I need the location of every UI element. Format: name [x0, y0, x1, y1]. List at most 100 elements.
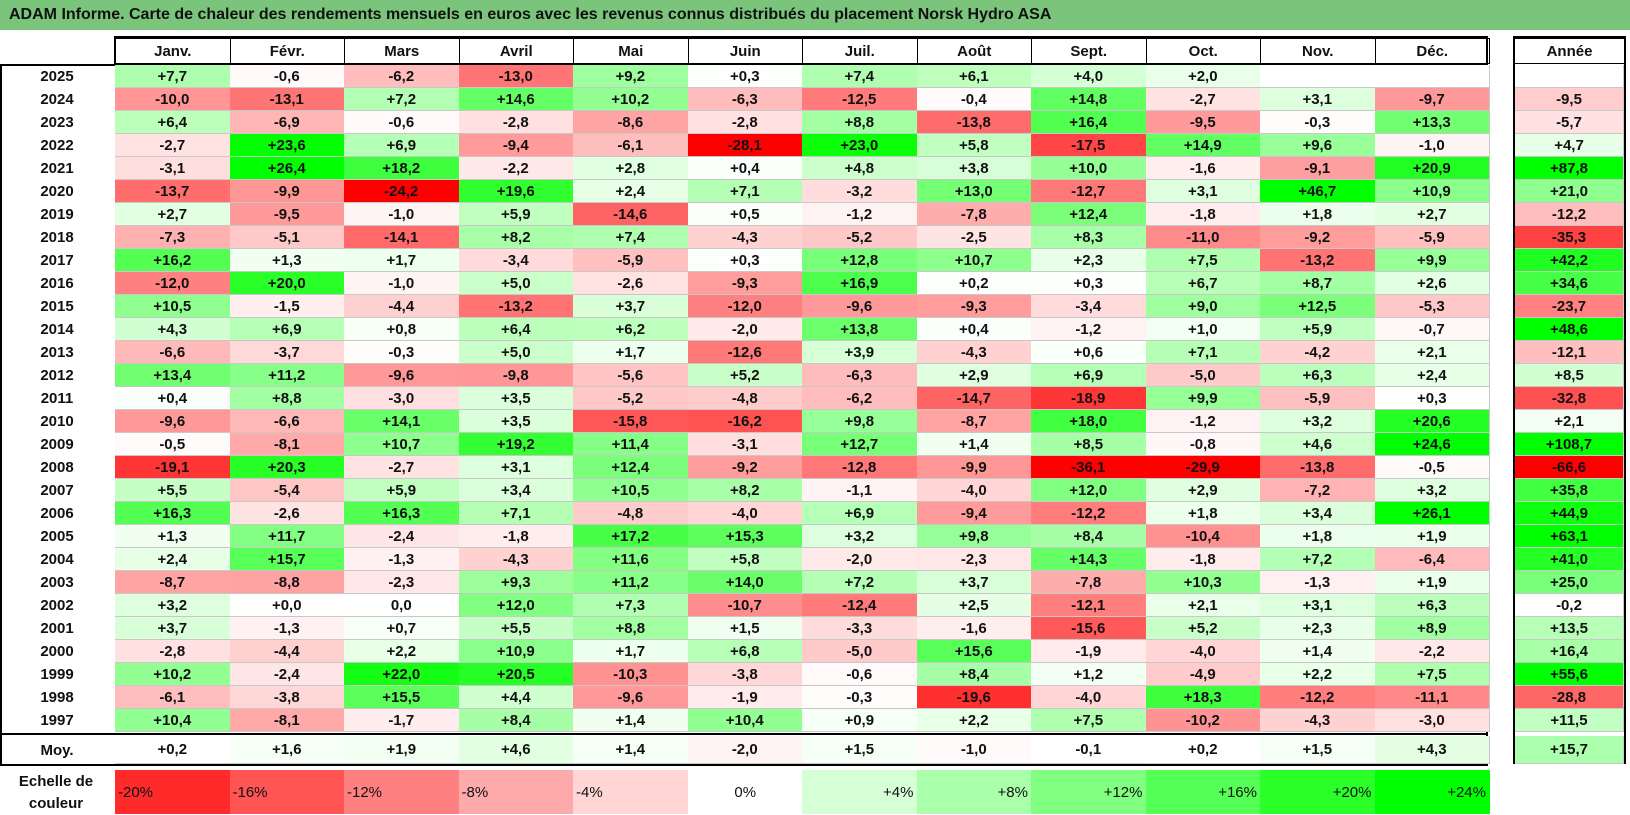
- annual-cell: -12,2: [1515, 203, 1624, 226]
- heatmap-cell: -13,7: [115, 180, 231, 203]
- heatmap-cell: -14,1: [344, 226, 460, 249]
- heatmap-cell: -4,4: [344, 295, 460, 318]
- heatmap-cell: +4,4: [458, 686, 574, 709]
- row-label: 2023: [40, 114, 74, 131]
- row-label: 2009: [40, 436, 74, 453]
- annual-cell: +34,6: [1515, 272, 1624, 295]
- heatmap-cell: -1,8: [458, 525, 574, 548]
- heatmap-cell: +3,7: [115, 617, 231, 640]
- heatmap-cell: -6,6: [115, 341, 231, 364]
- heatmap-cell: -15,8: [573, 410, 689, 433]
- heatmap-cell: +1,3: [229, 249, 345, 272]
- average-cell: +4,3: [1374, 736, 1490, 764]
- heatmap-cell: -10,4: [1145, 525, 1261, 548]
- annual-cell: +16,4: [1515, 640, 1624, 663]
- heatmap-cell: +1,3: [115, 525, 231, 548]
- heatmap-cell: -2,8: [115, 640, 231, 663]
- heatmap-cell: -8,1: [229, 709, 345, 732]
- heatmap-cell: +2,3: [1260, 617, 1376, 640]
- heatmap-cell: +6,9: [802, 502, 918, 525]
- row-label: 2019: [40, 206, 74, 223]
- column-header-3: Avril: [458, 38, 574, 64]
- heatmap-cell: +14,3: [1031, 548, 1147, 571]
- heatmap-cell: +12,7: [802, 433, 918, 456]
- heatmap-cell: -5,6: [573, 364, 689, 387]
- heatmap-cell: +5,2: [687, 364, 803, 387]
- heatmap-cell: -19,1: [115, 456, 231, 479]
- heatmap-cell: +23,0: [802, 134, 918, 157]
- heatmap-cell: +19,6: [458, 180, 574, 203]
- heatmap-cell: +0,4: [115, 387, 231, 410]
- row-label: 1999: [40, 666, 74, 683]
- heatmap-cell: -16,2: [687, 410, 803, 433]
- heatmap-cell: +1,8: [1260, 525, 1376, 548]
- heatmap-cell: -12,8: [802, 456, 918, 479]
- heatmap-cell: +7,2: [1260, 548, 1376, 571]
- column-header-4: Mai: [573, 38, 689, 64]
- annual-cell: -28,8: [1515, 686, 1624, 709]
- average-cell: -0,1: [1031, 736, 1147, 764]
- heatmap-cell: -13,2: [1260, 249, 1376, 272]
- heatmap-cell: +0,6: [1031, 341, 1147, 364]
- heatmap-cell: -2,3: [916, 548, 1032, 571]
- heatmap-cell: +7,5: [1145, 249, 1261, 272]
- annual-cell: -5,7: [1515, 111, 1624, 134]
- heatmap-cell: +10,2: [573, 88, 689, 111]
- heatmap-cell: +9,8: [916, 525, 1032, 548]
- heatmap-cell: -14,7: [916, 387, 1032, 410]
- heatmap-cell: +0,3: [1031, 272, 1147, 295]
- heatmap-cell: -1,1: [802, 479, 918, 502]
- heatmap-cell: -10,2: [1145, 709, 1261, 732]
- heatmap-cell: -1,2: [1145, 410, 1261, 433]
- heatmap-cell: -0,3: [802, 686, 918, 709]
- heatmap-cell: -2,0: [802, 548, 918, 571]
- annual-cell: -9,5: [1515, 88, 1624, 111]
- heatmap-cell: -0,5: [1374, 456, 1490, 479]
- heatmap-cell: +0,4: [687, 157, 803, 180]
- heatmap-cell: +13,4: [115, 364, 231, 387]
- heatmap-cell: -6,1: [115, 686, 231, 709]
- color-scale-swatch: -8%: [458, 770, 574, 814]
- heatmap-cell: -3,1: [687, 433, 803, 456]
- heatmap-cell: -17,5: [1031, 134, 1147, 157]
- heatmap-cell: +3,9: [802, 341, 918, 364]
- row-label: 2018: [40, 229, 74, 246]
- heatmap-cell: +3,1: [1145, 180, 1261, 203]
- heatmap-cell: +2,4: [573, 180, 689, 203]
- heatmap-cell: +3,7: [916, 571, 1032, 594]
- heatmap-cell: +13,3: [1374, 111, 1490, 134]
- heatmap-cell: +9,0: [1145, 295, 1261, 318]
- heatmap-cell: -4,8: [687, 387, 803, 410]
- heatmap-cell: +20,0: [229, 272, 345, 295]
- heatmap-cell: -1,3: [344, 548, 460, 571]
- row-label: 2012: [40, 367, 74, 384]
- row-label: 2024: [40, 91, 74, 108]
- heatmap-cell: -0,3: [1260, 111, 1376, 134]
- heatmap-cell: -1,2: [1031, 318, 1147, 341]
- heatmap-cell: -5,2: [802, 226, 918, 249]
- heatmap-cell: +8,7: [1260, 272, 1376, 295]
- heatmap-cell: -4,3: [458, 548, 574, 571]
- heatmap-cell: +2,0: [1145, 65, 1261, 88]
- heatmap-cell: -4,3: [1260, 709, 1376, 732]
- annual-cell: +48,6: [1515, 318, 1624, 341]
- heatmap-cell: +24,6: [1374, 433, 1490, 456]
- heatmap-cell: +16,4: [1031, 111, 1147, 134]
- color-scale-swatch: +4%: [802, 770, 918, 814]
- heatmap-cell: -3,1: [115, 157, 231, 180]
- heatmap-cell: +9,9: [1145, 387, 1261, 410]
- heatmap-cell: -36,1: [1031, 456, 1147, 479]
- heatmap-cell: -4,0: [916, 479, 1032, 502]
- heatmap-cell: +1,8: [1260, 203, 1376, 226]
- heatmap-cell: +2,2: [916, 709, 1032, 732]
- heatmap-cell: +2,9: [916, 364, 1032, 387]
- heatmap-cell: +11,7: [229, 525, 345, 548]
- heatmap-cell: +3,8: [916, 157, 1032, 180]
- average-cell: +1,5: [802, 736, 918, 764]
- heatmap-cell: +14,0: [687, 571, 803, 594]
- row-label: 2025: [40, 68, 74, 85]
- color-scale-swatch: -16%: [229, 770, 345, 814]
- heatmap-cell: -9,6: [115, 410, 231, 433]
- heatmap-cell: -5,0: [1145, 364, 1261, 387]
- heatmap-cell: +17,2: [573, 525, 689, 548]
